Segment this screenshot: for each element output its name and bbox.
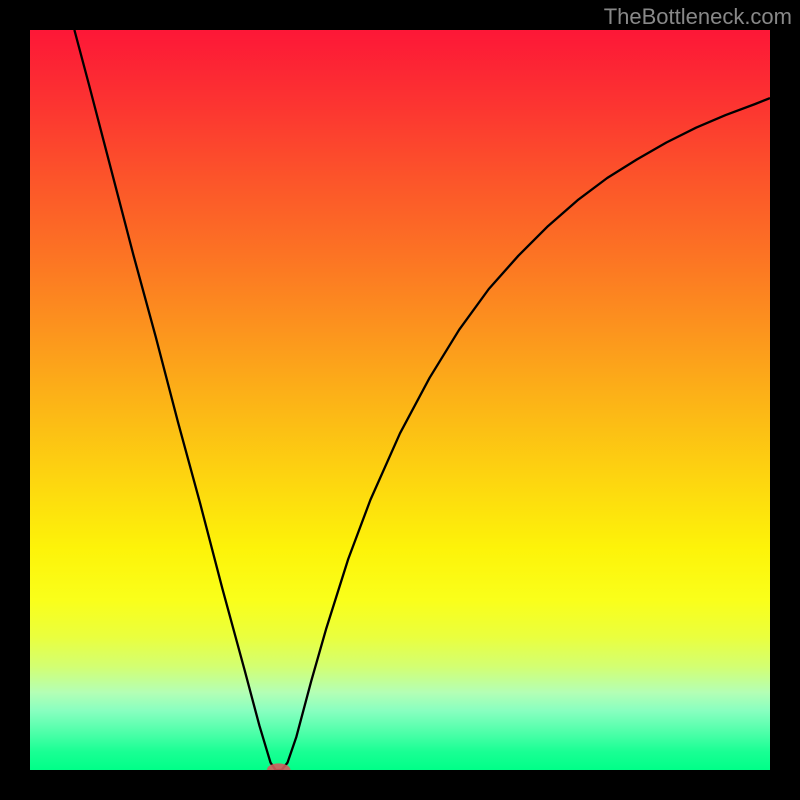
gradient-background <box>30 30 770 770</box>
watermark-text: TheBottleneck.com <box>604 4 792 30</box>
plot-area <box>30 30 770 770</box>
chart-container: TheBottleneck.com <box>0 0 800 800</box>
chart-svg <box>30 30 770 770</box>
